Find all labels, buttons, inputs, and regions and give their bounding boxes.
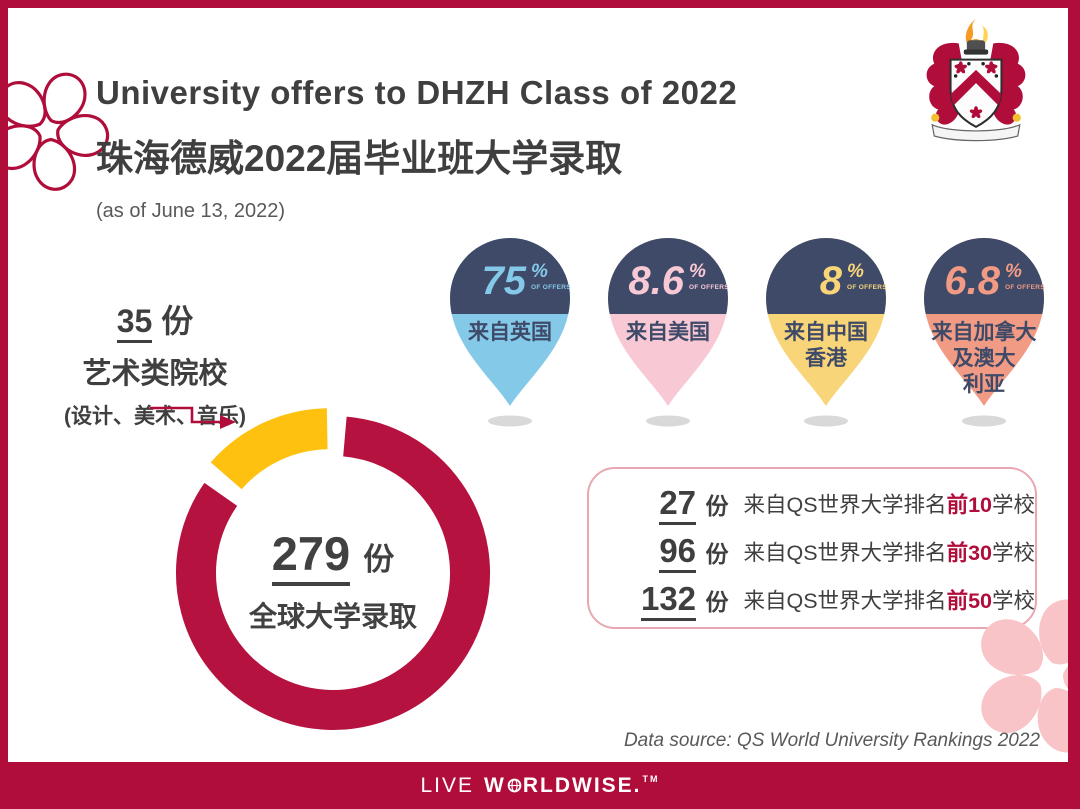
total-offers-value: 279 [271, 527, 351, 586]
qs-count: 132 份 [589, 580, 728, 621]
qs-count: 96 份 [589, 532, 728, 573]
flower-solid-icon [981, 599, 1068, 753]
art-schools-value: 35 [116, 303, 153, 343]
percent-sign: % [1005, 261, 1022, 282]
qs-description: 来自QS世界大学排名前30学校 [743, 540, 1035, 565]
footer-band: LIVE W RLDWISE. TM [0, 762, 1080, 809]
balloon-value: 8.6 [628, 259, 684, 303]
balloon-canada-australia: 6.8 % OF OFFERS 来自加拿大 及澳大 利亚 [924, 238, 1045, 427]
qs-description: 来自QS世界大学排名前50学校 [743, 588, 1035, 613]
header: University offers to DHZH Class of 2022 … [96, 74, 737, 223]
balloon-shadow [962, 415, 1006, 427]
balloon-value: 6.8 [944, 259, 1000, 303]
trademark-symbol: TM [642, 773, 660, 784]
of-offers-label: OF OFFERS [847, 284, 887, 291]
total-offers-unit: 份 [363, 542, 395, 577]
balloon-value: 8 [820, 259, 843, 303]
crest-ribbon [931, 123, 1021, 142]
percent-sign: % [847, 261, 864, 282]
balloon-label-line2: 及澳大 [953, 346, 1016, 370]
total-offers-label: 全球大学录取 [248, 601, 417, 632]
balloon-label-line2: 香港 [805, 346, 848, 370]
of-offers-label: OF OFFERS [1005, 284, 1045, 291]
footer-live-label: LIVE [420, 773, 475, 797]
qs-rank-highlight: 前30 [946, 540, 992, 565]
balloon-hongkong: 8 % OF OFFERS 来自中国 香港 [766, 238, 887, 427]
balloon-shadow [646, 415, 690, 427]
qs-rankings-box: 27 份 来自QS世界大学排名前10学校 96 份 来自QS世界大学排名前30学… [587, 467, 1037, 629]
percent-sign: % [689, 261, 706, 282]
balloon-uk: 75 % OF OFFERS 来自英国 [450, 238, 571, 427]
flower-outline-icon [8, 72, 110, 191]
percent-sign: % [531, 261, 548, 282]
total-offers-count: 279 份 [203, 526, 463, 586]
art-schools-unit: 份 [161, 303, 194, 339]
art-schools-count: 35 份 [35, 296, 275, 343]
callout-arrow-icon [150, 406, 236, 429]
donut-center-label: 279 份 全球大学录取 [203, 526, 463, 635]
qs-row-top30: 96 份 来自QS世界大学排名前30学校 [589, 527, 1035, 575]
qs-description: 来自QS世界大学排名前10学校 [743, 492, 1035, 517]
balloon-shadow [804, 415, 848, 427]
data-source-note: Data source: QS World University Ranking… [623, 730, 1040, 751]
qs-rank-highlight: 前50 [946, 588, 992, 613]
school-crest-icon [926, 18, 1026, 142]
content-area: University offers to DHZH Class of 2022 … [8, 8, 1068, 762]
balloon-label-line1: 来自美国 [626, 320, 710, 344]
date-note: (as of June 13, 2022) [96, 200, 286, 222]
balloon-label-line3: 利亚 [963, 373, 1005, 396]
art-schools-title: 艺术类院校 [82, 358, 228, 390]
page-title-zh: 珠海德威2022届毕业班大学录取 [96, 138, 623, 179]
globe-icon [507, 778, 522, 793]
qs-count: 27 份 [589, 484, 728, 525]
crest-shield [949, 58, 1003, 129]
qs-row-top10: 27 份 来自QS世界大学排名前10学校 [589, 479, 1035, 527]
balloon-label-line1: 来自加拿大 [932, 320, 1037, 344]
page-title-en: University offers to DHZH Class of 2022 [96, 74, 738, 111]
balloon-value: 75 [482, 259, 527, 303]
footer-worldwise-logo: W RLDWISE. TM [484, 773, 660, 797]
of-offers-label: OF OFFERS [531, 284, 571, 291]
qs-rank-highlight: 前10 [946, 492, 992, 517]
balloon-usa: 8.6 % OF OFFERS 来自美国 [608, 238, 729, 427]
qs-row-top50: 132 份 来自QS世界大学排名前50学校 [589, 575, 1035, 623]
donut-segment-art [210, 408, 329, 490]
balloon-shadow [488, 415, 532, 427]
donut-chart [176, 408, 491, 730]
crest-helm [963, 40, 989, 55]
donut-segment-total [176, 416, 491, 730]
of-offers-label: OF OFFERS [689, 284, 729, 291]
balloon-label-line1: 来自英国 [468, 320, 552, 344]
balloon-label-line1: 来自中国 [784, 320, 868, 344]
